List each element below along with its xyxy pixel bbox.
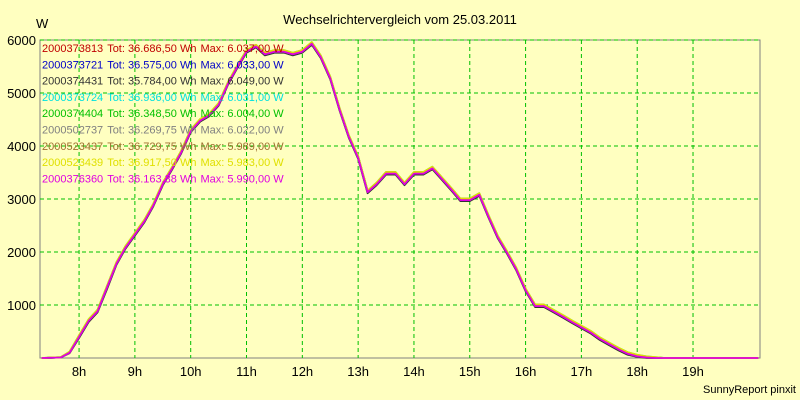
legend-total: Tot: 36.348,50 Wh: [107, 108, 196, 120]
legend-entry-2000374431: 2000374431 Tot: 35.784,00 Wh Max: 6.049,00…: [42, 76, 284, 88]
legend-max: Max: 6.033,00 W: [200, 59, 284, 71]
legend-total: Tot: 36.729,75 Wh: [107, 141, 196, 153]
x-tick-label: 19h: [682, 364, 704, 379]
y-tick-label: 2000: [7, 245, 36, 260]
legend-name: 2000374431: [42, 76, 103, 88]
legend-entry-2000373724: 2000373724 Tot: 36.936,00 Wh Max: 6.031,00…: [42, 92, 284, 104]
legend-total: Tot: 36.686,50 Wh: [107, 43, 196, 55]
y-tick-label: 4000: [7, 139, 36, 154]
legend-max: Max: 6.031,00 W: [200, 92, 284, 104]
legend-total: Tot: 36.917,50 Wh: [107, 157, 196, 169]
legend-name: 2000502737: [42, 125, 103, 137]
legend-name: 2000373724: [42, 92, 103, 104]
chart-title: Wechselrichtervergleich vom 25.03.2011: [283, 12, 517, 27]
legend-total: Tot: 36.269,75 Wh: [107, 125, 196, 137]
legend-max: Max: 5.983,00 W: [200, 157, 284, 169]
x-tick-label: 13h: [347, 364, 369, 379]
y-axis-unit: W: [36, 16, 49, 31]
grid: [40, 39, 760, 358]
axes: 8h 9h 10h 11h 12h 13h 14h 15h 16h 17h 18h 19h 1000 20…: [7, 33, 704, 379]
legend-total: Tot: 36.936,00 Wh: [107, 92, 196, 104]
y-tick-label: 5000: [7, 86, 36, 101]
legend-total: Tot: 36.163,38 Wh: [107, 173, 196, 185]
legend-entry-2000523437: 2000523437 Tot: 36.729,75 Wh Max: 5.989,00…: [42, 141, 284, 153]
legend-name: 2000523439: [42, 157, 103, 169]
x-tick-label: 16h: [515, 364, 537, 379]
x-tick-label: 10h: [180, 364, 202, 379]
legend-name: 2000373813: [42, 43, 103, 55]
legend-max: Max: 6.004,00 W: [200, 108, 284, 120]
legend-entry-2000523439: 2000523439 Tot: 36.917,50 Wh Max: 5.983,00…: [42, 157, 284, 169]
x-tick-label: 17h: [571, 364, 593, 379]
legend-entry-2000502737: 2000502737 Tot: 36.269,75 Wh Max: 6.022,00…: [42, 125, 284, 137]
legend-entry-2000373721: 2000373721 Tot: 36.575,00 Wh Max: 6.033,00…: [42, 59, 284, 71]
legend-entry-2000374404: 2000374404 Tot: 36.348,50 Wh Max: 6.004,00…: [42, 108, 284, 120]
x-tick-label: 12h: [291, 364, 313, 379]
legend-total: Tot: 35.784,00 Wh: [107, 76, 196, 88]
legend-max: Max: 5.989,00 W: [200, 141, 284, 153]
y-tick-label: 6000: [7, 33, 36, 48]
legend-entry-2000373813: 2000373813 Tot: 36.686,50 Wh Max: 6.037,00…: [42, 43, 284, 55]
legend-max: Max: 6.022,00 W: [200, 125, 284, 137]
legend-max: Max: 5.990,00 W: [200, 173, 284, 185]
legend-total: Tot: 36.575,00 Wh: [107, 59, 196, 71]
series-lines: [41, 41, 759, 359]
legend-max: Max: 6.037,00 W: [200, 43, 284, 55]
legend-max: Max: 6.049,00 W: [200, 76, 284, 88]
x-tick-label: 8h: [72, 364, 86, 379]
x-tick-label: 18h: [626, 364, 648, 379]
legend-name: 2000376360: [42, 173, 103, 185]
y-tick-label: 3000: [7, 192, 36, 207]
series-line-2000376360: [41, 42, 759, 359]
y-tick-label: 1000: [7, 298, 36, 313]
footer-credit: SunnyReport pinxit: [703, 384, 796, 396]
legend-name: 2000374404: [42, 108, 103, 120]
legend: 2000373813 Tot: 36.686,50 Wh Max: 6.037,00…: [42, 43, 284, 185]
legend-entry-2000376360: 2000376360 Tot: 36.163,38 Wh Max: 5.990,00…: [42, 173, 284, 185]
x-tick-label: 15h: [459, 364, 481, 379]
legend-name: 2000373721: [42, 59, 103, 71]
x-tick-label: 9h: [128, 364, 142, 379]
legend-name: 2000523437: [42, 141, 103, 153]
x-tick-label: 11h: [236, 364, 257, 379]
x-tick-label: 14h: [403, 364, 425, 379]
